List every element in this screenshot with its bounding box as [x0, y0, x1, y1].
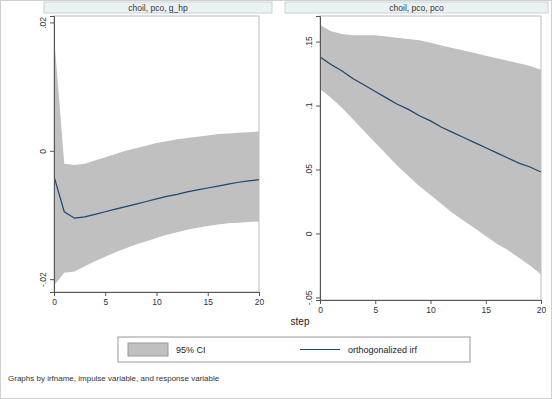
- y-tick: 0: [304, 231, 320, 236]
- y-tick: -.02: [38, 272, 54, 287]
- y-tick-mark: [316, 106, 320, 107]
- x-tick-mark: [105, 292, 106, 296]
- x-tick-mark: [486, 300, 487, 304]
- panel-title: choil, pco, pco: [389, 3, 444, 13]
- y-tick-mark: [50, 279, 54, 280]
- y-axis-line: [316, 17, 321, 301]
- background: [1, 1, 552, 399]
- panel: choil, pco, g_hp -.02 0 .02 0 5 10 15 20: [38, 2, 272, 307]
- legend-box: [118, 337, 470, 362]
- x-tick-label: 5: [373, 305, 378, 315]
- plot-frame: [54, 16, 259, 292]
- x-axis-line: [55, 293, 260, 297]
- x-tick: 15: [482, 300, 492, 315]
- y-axis: -.05 0 .05 .1 .15: [304, 17, 321, 306]
- x-tick-mark: [259, 292, 260, 296]
- panel: choil, pco, pco -.05 0 .05 .1 .15 0 5 10 15 20: [285, 2, 548, 315]
- x-tick-mark: [54, 292, 55, 296]
- legend-swatch: [128, 343, 168, 356]
- x-tick-label: 5: [103, 297, 108, 307]
- x-tick: 5: [103, 292, 108, 307]
- y-tick: .05: [304, 164, 320, 176]
- y-tick: 0: [38, 149, 54, 154]
- y-tick-label: .15: [304, 36, 314, 48]
- marks: [320, 25, 541, 274]
- x-axis-line: [321, 301, 542, 305]
- x-tick-label: 15: [482, 305, 492, 315]
- x-tick: 15: [204, 292, 214, 307]
- y-tick-label: .05: [304, 164, 314, 176]
- x-tick: 20: [537, 300, 547, 315]
- x-tick-mark: [157, 292, 158, 296]
- y-tick-label: 0: [38, 149, 48, 154]
- irf-line: [320, 57, 541, 172]
- chart: choil, pco, g_hp-.020.0205101520choil, p…: [0, 0, 552, 399]
- y-tick-label: -.02: [38, 272, 48, 287]
- x-axis: 0 5 10 15 20: [318, 300, 546, 315]
- y-tick-label: .1: [304, 102, 314, 109]
- x-tick-label: 20: [255, 297, 265, 307]
- legend: 95% CI orthogonalized irf: [118, 337, 470, 362]
- legend-label: 95% CI: [176, 345, 206, 355]
- title-strip: [285, 2, 548, 13]
- marks: [54, 35, 259, 285]
- x-axis: 0 5 10 15 20: [52, 292, 264, 307]
- title-strip: [44, 2, 272, 13]
- panel-title: choil, pco, g_hp: [128, 3, 188, 13]
- x-tick: 0: [318, 300, 323, 315]
- plot-frame: [320, 16, 541, 300]
- x-tick-label: 0: [318, 305, 323, 315]
- y-tick-mark: [316, 233, 320, 234]
- y-tick-mark: [50, 151, 54, 152]
- legend-label: orthogonalized irf: [348, 345, 418, 355]
- x-tick-mark: [208, 292, 209, 296]
- x-tick-label: 10: [152, 297, 162, 307]
- note: Graphs by irfname, impulse variable, and…: [8, 374, 220, 383]
- ci-band: [54, 35, 259, 285]
- y-axis: -.02 0 .02: [38, 17, 55, 293]
- y-tick: .02: [38, 17, 54, 29]
- x-tick: 5: [373, 300, 378, 315]
- y-axis-line: [50, 17, 55, 293]
- x-tick: 10: [152, 292, 162, 307]
- x-axis-title: step: [291, 316, 310, 327]
- x-tick-label: 20: [537, 305, 547, 315]
- x-tick-mark: [375, 300, 376, 304]
- irf-line: [54, 176, 259, 218]
- y-tick-label: .02: [38, 17, 48, 29]
- x-tick-label: 15: [204, 297, 214, 307]
- x-tick: 0: [52, 292, 57, 307]
- y-tick-mark: [316, 170, 320, 171]
- x-tick-label: 0: [52, 297, 57, 307]
- y-tick-label: 0: [304, 231, 314, 236]
- y-tick-mark: [316, 42, 320, 43]
- x-tick: 20: [255, 292, 265, 307]
- y-tick: .15: [304, 36, 320, 48]
- ci-band: [320, 25, 541, 274]
- x-tick-mark: [320, 300, 321, 304]
- y-tick: -.05: [304, 290, 320, 305]
- legend-swatch: [300, 349, 340, 350]
- y-tick: .1: [304, 102, 320, 109]
- x-tick-mark: [431, 300, 432, 304]
- x-tick-mark: [541, 300, 542, 304]
- y-tick-label: -.05: [304, 290, 314, 305]
- x-tick: 10: [426, 300, 436, 315]
- x-tick-label: 10: [426, 305, 436, 315]
- y-tick-mark: [316, 297, 320, 298]
- y-tick-mark: [50, 22, 54, 23]
